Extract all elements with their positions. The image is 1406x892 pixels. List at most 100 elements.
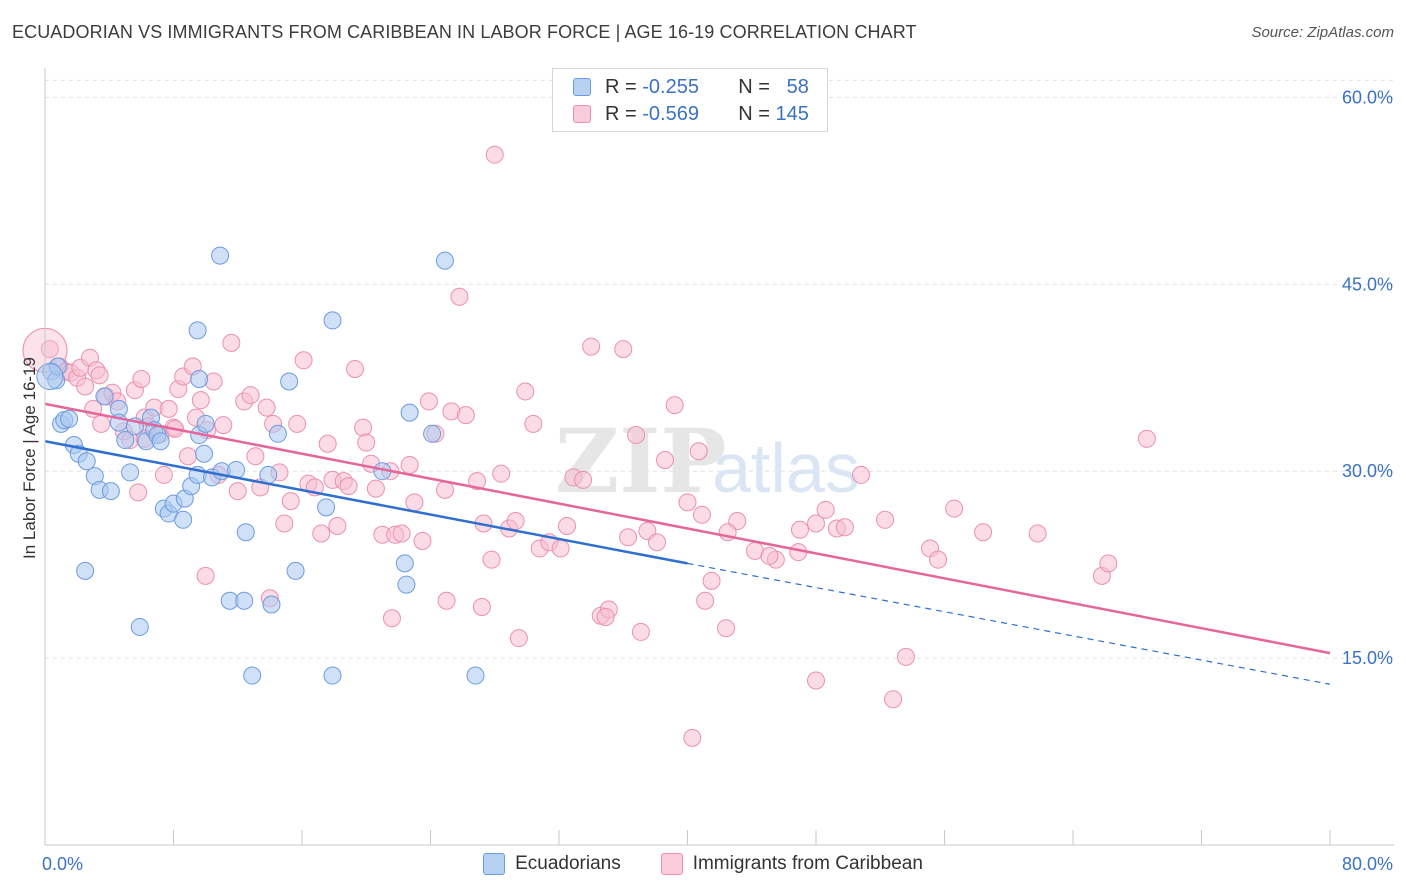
ecuadorian-point bbox=[435, 251, 454, 270]
legend-row-ecuadorians: R = -0.255 N = 58 bbox=[573, 74, 809, 100]
ecuadorian-point bbox=[286, 561, 305, 580]
caribbean-point bbox=[678, 493, 697, 512]
caribbean-point bbox=[884, 690, 903, 709]
caribbean-point bbox=[472, 598, 491, 617]
chart-title: ECUADORIAN VS IMMIGRANTS FROM CARIBBEAN … bbox=[12, 22, 917, 42]
ecuadorian-point bbox=[268, 424, 287, 443]
caribbean-point bbox=[241, 386, 260, 405]
ecuadorian-point bbox=[116, 431, 135, 450]
caribbean-point bbox=[357, 433, 376, 452]
n-label: N = bbox=[738, 75, 770, 98]
pink-swatch-icon bbox=[660, 853, 683, 875]
ecuadorian-point bbox=[317, 498, 336, 517]
legend-label: Ecuadorians bbox=[515, 853, 621, 874]
ecuadorian-point bbox=[397, 575, 416, 594]
ecuadorian-point bbox=[195, 444, 214, 463]
ecuadorian-point bbox=[423, 424, 442, 443]
caribbean-point bbox=[689, 442, 708, 461]
caribbean-point bbox=[275, 514, 294, 533]
caribbean-point bbox=[339, 477, 358, 496]
caribbean-point bbox=[790, 520, 809, 539]
caribbean-point bbox=[318, 434, 337, 453]
ecuadorian-point bbox=[121, 463, 140, 482]
caribbean-point bbox=[627, 426, 646, 445]
caribbean-point bbox=[851, 465, 870, 484]
series-ecuadorians-points bbox=[36, 246, 485, 685]
ecuadorian-point bbox=[235, 591, 254, 610]
ecuadorian-point bbox=[400, 403, 419, 422]
ecuadorian-point bbox=[174, 510, 193, 529]
y-tick-label: 15.0% bbox=[1342, 648, 1393, 668]
ecuadorian-trend-line bbox=[44, 440, 688, 565]
x-tick-label: 80.0% bbox=[1342, 854, 1393, 874]
caribbean-point bbox=[1137, 429, 1156, 448]
ecuadorian-point bbox=[130, 617, 149, 636]
ecuadorian-point bbox=[77, 452, 96, 471]
ecuadorian-point bbox=[323, 311, 342, 330]
ecuadorian-point bbox=[196, 414, 215, 433]
caribbean-point bbox=[76, 377, 95, 396]
caribbean-point bbox=[435, 480, 454, 499]
caribbean-point bbox=[506, 512, 525, 531]
r-value: -0.569 bbox=[642, 102, 699, 125]
caribbean-point bbox=[178, 447, 197, 466]
caribbean-point bbox=[692, 505, 711, 524]
source-label: Source: ZipAtlas.com bbox=[1251, 24, 1394, 41]
caribbean-point bbox=[482, 550, 501, 569]
caribbean-point bbox=[492, 464, 511, 483]
caribbean-point bbox=[551, 539, 570, 558]
y-tick-label: 45.0% bbox=[1342, 274, 1393, 294]
caribbean-point bbox=[614, 340, 633, 359]
caribbean-point bbox=[582, 337, 601, 356]
caribbean-point bbox=[159, 399, 178, 418]
ecuadorian-trend-extension bbox=[687, 562, 1331, 685]
caribbean-point bbox=[392, 524, 411, 543]
y-axis-label: In Labor Force | Age 16-19 bbox=[20, 357, 39, 559]
watermark-atlas: atlas bbox=[712, 429, 860, 507]
legend-item-caribbean[interactable]: Immigrants from Caribbean bbox=[660, 853, 923, 875]
n-label: N = bbox=[738, 102, 770, 125]
ecuadorian-point bbox=[188, 321, 207, 340]
caribbean-point bbox=[974, 523, 993, 542]
axes bbox=[44, 68, 1394, 846]
ecuadorian-point bbox=[101, 482, 120, 501]
caribbean-point bbox=[516, 382, 535, 401]
caribbean-point bbox=[619, 528, 638, 547]
caribbean-point bbox=[382, 609, 401, 628]
caribbean-point bbox=[1099, 554, 1118, 573]
ecuadorian-point bbox=[36, 362, 64, 390]
caribbean-point bbox=[1028, 524, 1047, 543]
caribbean-point bbox=[214, 416, 233, 435]
caribbean-point bbox=[807, 671, 825, 690]
caribbean-point bbox=[945, 499, 964, 518]
caribbean-point bbox=[40, 340, 59, 359]
caribbean-point bbox=[366, 479, 385, 498]
legend-item-ecuadorians[interactable]: Ecuadorians bbox=[483, 853, 621, 875]
ecuadorian-point bbox=[60, 409, 79, 428]
caribbean-point bbox=[281, 492, 300, 511]
pink-swatch-icon bbox=[573, 105, 591, 123]
ecuadorian-point bbox=[395, 554, 414, 573]
ecuadorian-point bbox=[243, 666, 262, 685]
caribbean-point bbox=[354, 418, 373, 437]
r-label: R = bbox=[605, 75, 637, 98]
ecuadorian-point bbox=[323, 666, 342, 685]
caribbean-point bbox=[346, 360, 365, 379]
caribbean-point bbox=[90, 366, 109, 385]
caribbean-point bbox=[294, 351, 313, 370]
caribbean-point bbox=[129, 483, 148, 502]
ecuadorian-point bbox=[211, 246, 230, 265]
caribbean-point bbox=[929, 550, 948, 569]
legend-row-caribbean: R = -0.569 N = 145 bbox=[573, 101, 809, 127]
caribbean-point bbox=[246, 447, 265, 466]
caribbean-point bbox=[656, 450, 675, 469]
caribbean-point bbox=[574, 470, 593, 489]
caribbean-point bbox=[154, 465, 173, 484]
caribbean-point bbox=[509, 629, 528, 648]
caribbean-point bbox=[647, 533, 666, 552]
caribbean-point bbox=[196, 566, 215, 585]
y-tick-label: 60.0% bbox=[1342, 87, 1393, 107]
n-value: 145 bbox=[775, 102, 809, 125]
